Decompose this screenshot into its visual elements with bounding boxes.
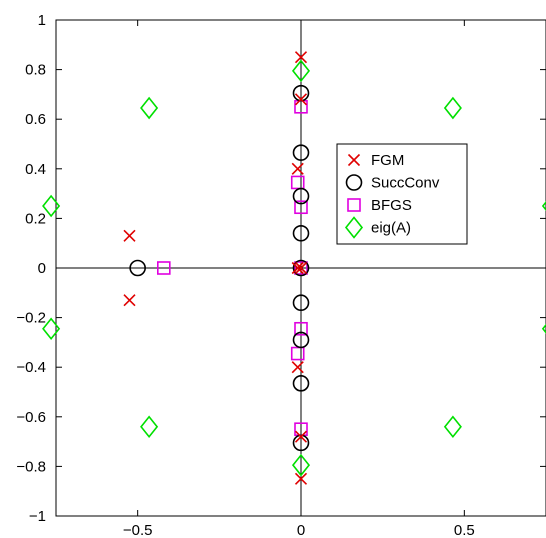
point-succconv (292, 144, 310, 161)
y-tick-label: −0.6 (16, 409, 46, 426)
point-succconv (292, 434, 310, 452)
point-eig-a (140, 96, 159, 120)
legend-marker (345, 174, 363, 191)
y-tick-label: 0.4 (25, 161, 46, 178)
point-eig-a (291, 453, 311, 477)
point-fgm (123, 229, 136, 242)
point-succconv (292, 224, 310, 242)
point-succconv (292, 259, 310, 277)
point-succconv (292, 84, 310, 102)
point-bfgs (157, 261, 171, 275)
point-fgm (294, 51, 308, 64)
point-succconv (129, 259, 146, 277)
point-eig-a (140, 415, 159, 439)
legend: FGM SuccConv BFGS eig(A) (336, 143, 468, 245)
axis-ticks: 1 0.8 0.6 0.4 0.2 0 −0.2 −0.4 −0.6 −0.8 −1 −0.5 0 0.5 (16, 12, 546, 538)
point-fgm (294, 93, 308, 106)
x-tick-label: 0.5 (454, 522, 475, 538)
y-tick-label: 0 (38, 260, 46, 277)
point-bfgs (290, 346, 305, 361)
legend-marker (347, 153, 361, 167)
point-succconv (292, 294, 310, 312)
y-tick-label: −1 (29, 508, 46, 525)
legend-label: FGM (371, 152, 404, 169)
data-markers (42, 51, 546, 485)
legend-label: BFGS (371, 197, 412, 214)
point-bfgs (294, 321, 308, 336)
point-bfgs (290, 175, 305, 190)
legend-item: eig(A) (344, 216, 411, 239)
point-fgm (291, 261, 304, 275)
legend-label: eig(A) (371, 220, 411, 237)
point-eig-a (443, 415, 462, 439)
x-tick-label: 0 (297, 522, 305, 538)
legend-marker (347, 198, 361, 212)
y-tick-label: −0.4 (16, 359, 46, 376)
point-succconv (292, 331, 310, 349)
point-fgm (123, 294, 136, 307)
point-eig-a (291, 59, 311, 83)
series-fgm (123, 51, 308, 485)
y-tick-label: −0.2 (16, 310, 46, 327)
legend-box (336, 143, 468, 245)
point-fgm (294, 261, 308, 275)
y-tick-label: 1 (38, 12, 46, 29)
y-tick-label: −0.8 (16, 458, 46, 475)
point-eig-a (42, 194, 61, 218)
point-fgm (294, 430, 308, 443)
plot-area: 1 0.8 0.6 0.4 0.2 0 −0.2 −0.4 −0.6 −0.8 −1 −0.5 0 0.5 (16, 12, 546, 538)
legend-label: SuccConv (371, 175, 440, 192)
point-bfgs (294, 261, 308, 275)
x-tick-label: −0.5 (123, 522, 153, 538)
point-succconv (292, 187, 310, 205)
series-bfgs (157, 100, 308, 437)
legend-item: FGM (347, 152, 404, 169)
legend-marker (344, 216, 364, 239)
y-tick-label: 0.2 (25, 210, 46, 227)
point-succconv (292, 375, 310, 392)
y-tick-label: 0.6 (25, 111, 46, 128)
series-succconv (129, 84, 310, 452)
point-bfgs (294, 200, 308, 215)
point-fgm (291, 162, 304, 175)
point-fgm (294, 472, 308, 485)
point-fgm (291, 361, 304, 374)
point-eig-a (443, 96, 462, 120)
y-tick-label: 0.8 (25, 62, 46, 79)
legend-item: SuccConv (345, 174, 440, 192)
legend-item: BFGS (347, 197, 412, 214)
point-eig-a (42, 317, 61, 341)
